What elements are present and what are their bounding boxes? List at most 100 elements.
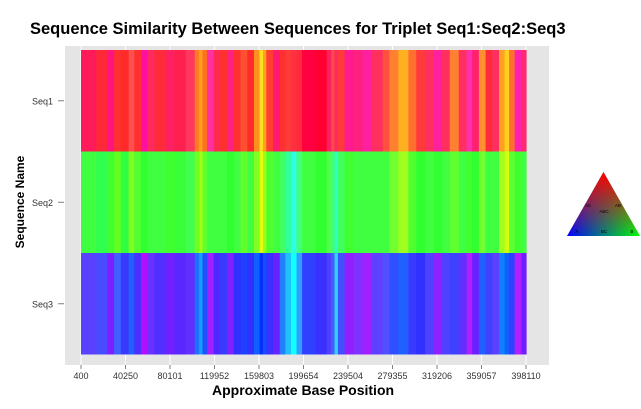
heatmap-cell-seq3 [290,253,298,355]
heatmap-cell-seq3 [279,253,286,355]
heatmap-cell-seq2 [96,151,109,253]
heatmap-cell-seq3 [147,253,155,355]
heatmap-cell-seq3 [492,253,500,355]
heatmap-cell-seq2 [472,151,480,253]
heatmap-cell-seq1 [478,50,487,152]
x-tick-label: 159803 [244,371,274,381]
heatmap-cell-seq2 [362,151,373,253]
heatmap-cell-seq1 [147,50,155,152]
heatmap-cell-seq3 [485,253,493,355]
x-tick-label: 40250 [113,371,138,381]
heatmap-cell-seq3 [266,253,274,355]
heatmap-cell-seq2 [247,151,255,253]
heatmap-cell-seq1 [290,50,298,152]
heatmap-cell-seq1 [199,50,204,152]
heatmap-cell-seq2 [509,151,516,253]
heatmap-cell-seq2 [492,151,500,253]
heatmap-cell-seq2 [416,151,426,253]
heatmap-cell-seq2 [174,151,187,253]
heatmap-cell-seq3 [174,253,187,355]
heatmap-cell-seq1 [458,50,468,152]
heatmap-cell-seq1 [165,50,176,152]
heatmap-cell-seq3 [416,253,426,355]
heatmap-cell-seq2 [206,151,215,253]
heatmap-cell-seq1 [504,50,510,152]
heatmap-cell-seq3 [206,253,215,355]
heatmap-cell-seq3 [96,253,109,355]
heatmap-cell-seq3 [353,253,364,355]
heatmap-cell-seq2 [273,151,281,253]
heatmap-cell-seq1 [441,50,451,152]
y-tick-label: Seq1 [32,96,53,106]
heatmap-cell-seq1 [416,50,426,152]
heatmap-cell-seq1 [509,50,516,152]
color-key-label: ABC [599,209,609,214]
heatmap-cell-seq2 [120,151,130,253]
heatmap-cell-seq3 [398,253,409,355]
heatmap-cell-seq1 [514,50,522,152]
heatmap-cell-seq3 [504,253,510,355]
x-tick-label: 279355 [377,371,407,381]
heatmap-cell-seq1 [466,50,473,152]
heatmap-cell-seq2 [154,151,167,253]
x-tick-label: 199654 [288,371,318,381]
heatmap-cell-seq1 [128,50,135,152]
heatmap-cell-seq2 [504,151,510,253]
heatmap-cell-seq2 [485,151,493,253]
heatmap-cell-seq3 [334,253,339,355]
heatmap-cell-seq2 [128,151,135,253]
heatmap-cell-seq3 [134,253,142,355]
heatmap-cell-seq1 [389,50,399,152]
heatmap-cell-seq2 [140,151,149,253]
heatmap-cell-seq3 [165,253,176,355]
heatmap-cell-seq3 [81,253,97,355]
heatmap-cell-seq2 [478,151,487,253]
heatmap-cell-seq3 [337,253,346,355]
heatmap-cell-seq2 [199,151,204,253]
heatmap-cell-seq1 [302,50,317,152]
heatmap-cell-seq2 [185,151,196,253]
heatmap-cell-seq1 [408,50,417,152]
heatmap-cell-seq3 [472,253,480,355]
heatmap-cell-seq2 [441,151,451,253]
heatmap-cell-seq3 [194,253,200,355]
heatmap-cell-seq1 [353,50,364,152]
heatmap-cell-seq1 [362,50,373,152]
heatmap-cell-seq2 [147,151,155,253]
heatmap-cell-seq3 [253,253,261,355]
heatmap-cell-seq1 [140,50,149,152]
y-tick-label: Seq3 [32,299,53,309]
heatmap-cell-seq2 [107,151,115,253]
heatmap-stripes [81,50,527,355]
x-tick-label: 119952 [200,371,229,381]
heatmap-cell-seq2 [81,151,97,253]
heatmap-cell-seq3 [285,253,292,355]
heatmap-cell-seq2 [514,151,522,253]
heatmap-cell-seq2 [326,151,332,253]
heatmap-cell-seq2 [371,151,384,253]
y-tick-labels: Seq1 Seq2 Seq3 [32,96,64,309]
heatmap-cell-seq1 [296,50,303,152]
heatmap-cell-seq2 [262,151,267,253]
heatmap-cell-seq3 [514,253,522,355]
heatmap-cell-seq2 [202,151,208,253]
heatmap-cell-seq1 [334,50,339,152]
heatmap-cell-seq2 [382,151,390,253]
heatmap-cell-seq2 [233,151,242,253]
heatmap-cell-seq2 [165,151,176,253]
heatmap-cell-seq2 [285,151,292,253]
heatmap-cell-seq1 [492,50,500,152]
heatmap-cell-seq3 [202,253,208,355]
heatmap-cell-seq1 [398,50,409,152]
heatmap-cell-seq2 [353,151,364,253]
heatmap-cell-seq3 [521,253,527,355]
heatmap-cell-seq2 [253,151,261,253]
color-key-label: A [575,229,578,234]
heatmap-cell-seq1 [107,50,115,152]
heatmap-cell-seq3 [233,253,242,355]
heatmap-cell-seq3 [114,253,122,355]
heatmap-cell-seq2 [279,151,286,253]
heatmap-cell-seq1 [219,50,228,152]
heatmap-cell-seq1 [174,50,187,152]
